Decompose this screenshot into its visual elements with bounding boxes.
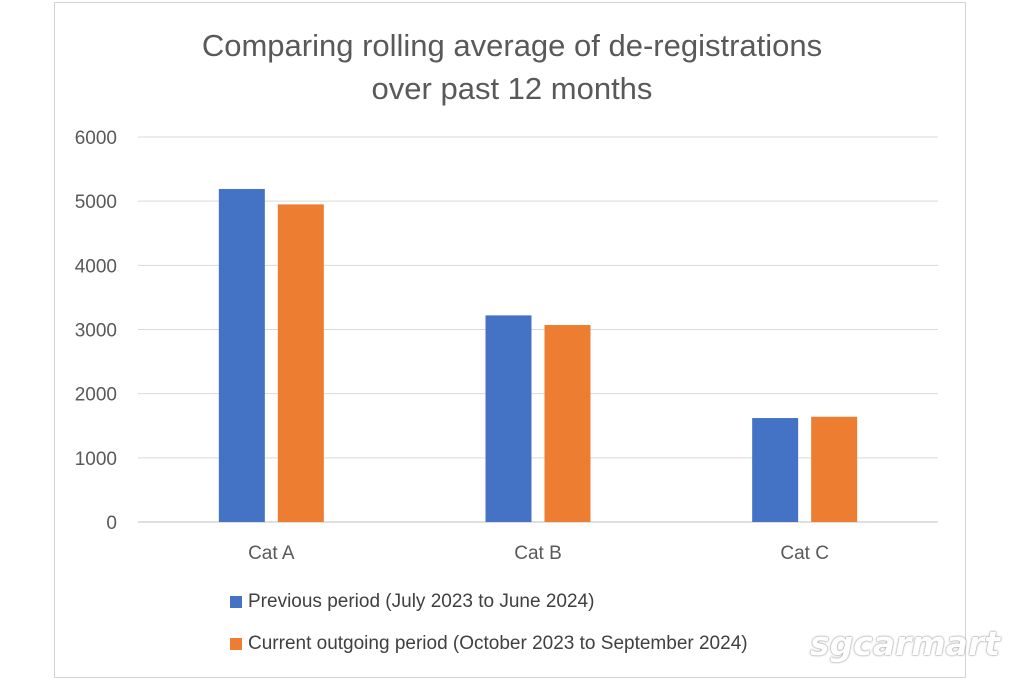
chart-title: Comparing rolling average of de-registra… [0,24,1024,110]
legend-swatch-previous [230,596,242,608]
y-tick-label-3000: 3000 [75,321,117,342]
y-tick-label-5000: 5000 [75,192,117,213]
legend-label-previous: Previous period (July 2023 to June 2024) [248,591,595,612]
x-tick-label-cat-c: Cat C [780,543,829,564]
bar-cat-a-series-1 [218,188,265,522]
chart-title-line-2: over past 12 months [371,71,653,106]
legend: Previous period (July 2023 to June 2024)… [230,588,748,672]
y-tick-label-1000: 1000 [75,449,117,470]
x-tick-label-cat-b: Cat B [514,543,562,564]
y-tick-label-2000: 2000 [75,385,117,406]
bar-cat-c-series-1 [752,418,799,522]
legend-label-current: Current outgoing period (October 2023 to… [248,633,748,654]
x-tick-label-cat-a: Cat A [248,543,295,564]
bar-cat-a-series-2 [277,204,324,522]
y-tick-label-0: 0 [106,513,117,534]
bar-cat-c-series-2 [811,416,858,522]
legend-item-previous: Previous period (July 2023 to June 2024) [230,588,748,616]
chart-title-line-1: Comparing rolling average of de-registra… [201,28,823,63]
bar-cat-b-series-2 [544,325,591,522]
sgcarmart-watermark-logo: sgcarmart [809,624,1000,663]
y-tick-label-4000: 4000 [75,256,117,277]
bar-cat-b-series-1 [485,315,532,522]
legend-swatch-current [230,638,242,650]
legend-item-current: Current outgoing period (October 2023 to… [230,630,748,658]
y-tick-label-6000: 6000 [75,128,117,149]
